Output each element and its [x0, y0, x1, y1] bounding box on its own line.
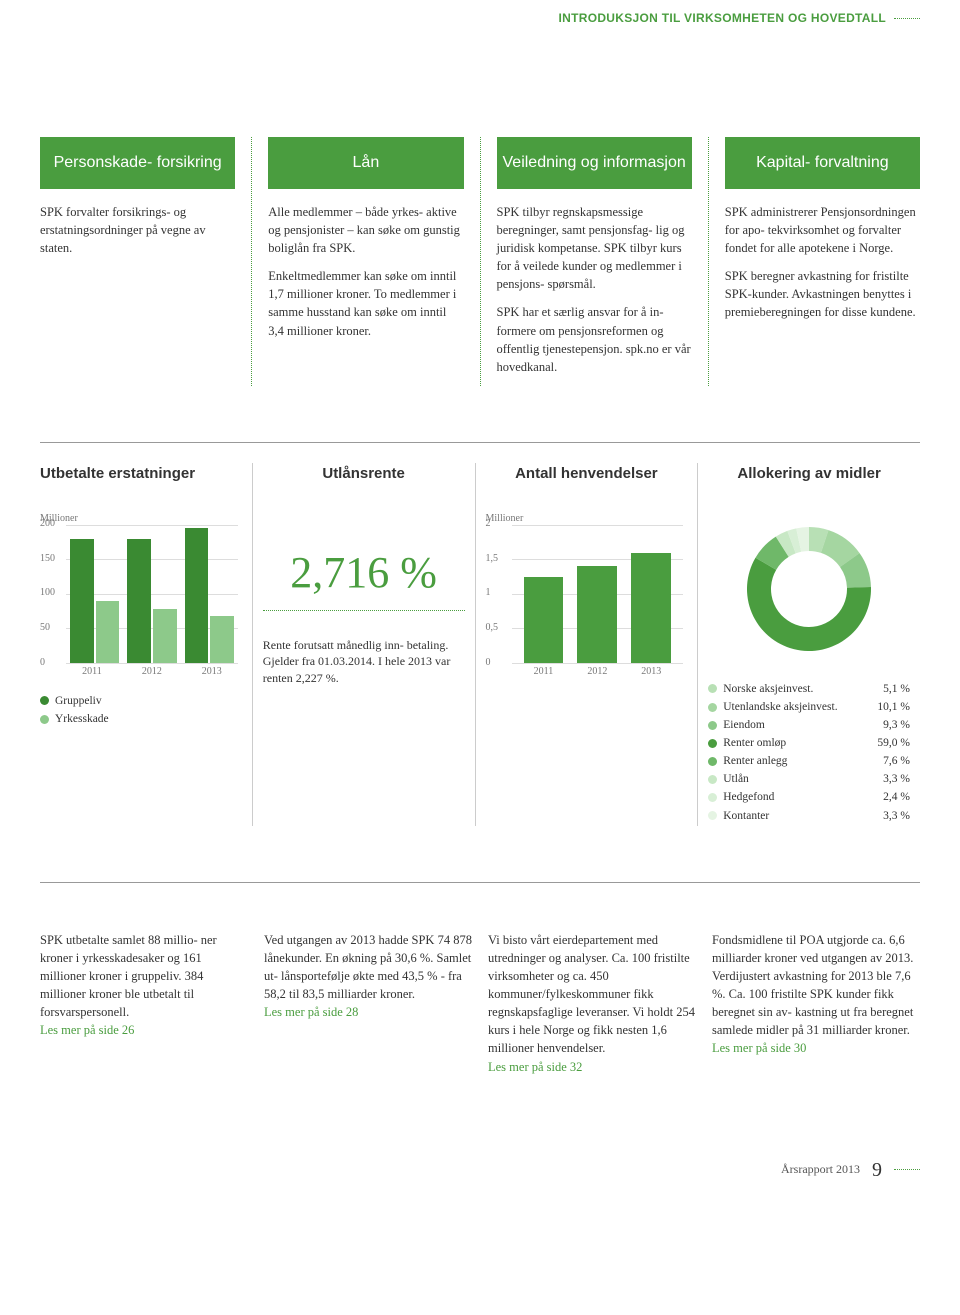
- divider-line: [40, 882, 920, 883]
- legend-4: Norske aksjeinvest.5,1 %Utenlandske aksj…: [708, 681, 910, 824]
- info-col-1: Personskade- forsikring SPK forvalter fo…: [40, 137, 235, 386]
- stat-col-4: Allokering av midler Norske aksjeinvest.…: [698, 463, 920, 826]
- section-title: INTRODUKSJON TIL VIRKSOMHETEN OG HOVEDTA…: [559, 10, 887, 27]
- big-number: 2,716 %: [263, 542, 465, 604]
- legend-1: GruppelivYrkesskade: [40, 693, 242, 727]
- bottom-col-3: Vi bisto vårt eierdepartement med utredn…: [488, 931, 696, 1076]
- footer-label: Årsrapport 2013: [781, 1161, 860, 1178]
- link-side-28[interactable]: Les mer på side 28: [264, 1005, 358, 1019]
- bottom-col-2: Ved utgangen av 2013 hadde SPK 74 878 lå…: [264, 931, 472, 1076]
- stat-title-3: Antall henvendelser: [486, 463, 688, 484]
- bottom-col-1: SPK utbetalte samlet 88 millio- ner kron…: [40, 931, 248, 1076]
- footer: Årsrapport 2013 9: [40, 1156, 920, 1184]
- chart-henvendelser: 00,511,52201120122013: [486, 524, 688, 679]
- link-side-30[interactable]: Les mer på side 30: [712, 1041, 806, 1055]
- bottom-col-4: Fondsmidlene til POA utgjorde ca. 6,6 mi…: [712, 931, 920, 1076]
- pill-veiledning: Veiledning og informasjon: [497, 137, 692, 189]
- divider-line: [40, 442, 920, 443]
- info-col-4: Kapital- forvaltning SPK administrerer P…: [725, 137, 920, 386]
- info-pills-row: Personskade- forsikring SPK forvalter fo…: [40, 137, 920, 386]
- stat-col-3: Antall henvendelser Millioner 00,511,522…: [476, 463, 699, 826]
- desc-2: Alle medlemmer – både yrkes- aktive og p…: [268, 203, 463, 350]
- bottom-text-row: SPK utbetalte samlet 88 millio- ner kron…: [40, 931, 920, 1076]
- desc-4: SPK administrerer Pensjonsordningen for …: [725, 203, 920, 332]
- dots-decoration: [894, 18, 920, 19]
- chart-utbetalte: 050100150200201120122013: [40, 524, 242, 679]
- header: INTRODUKSJON TIL VIRKSOMHETEN OG HOVEDTA…: [40, 10, 920, 27]
- info-col-3: Veiledning og informasjon SPK tilbyr reg…: [497, 137, 692, 386]
- link-side-26[interactable]: Les mer på side 26: [40, 1023, 134, 1037]
- stat-col-2: Utlånsrente 2,716 % Rente forutsatt måne…: [253, 463, 476, 826]
- link-side-32[interactable]: Les mer på side 32: [488, 1060, 582, 1074]
- stat-col-1: Utbetalte erstatninger Millioner 0501001…: [40, 463, 253, 826]
- pill-lan: Lån: [268, 137, 463, 189]
- stat-title-2: Utlånsrente: [263, 463, 465, 484]
- desc-3: SPK tilbyr regnskapsmessige beregninger,…: [497, 203, 692, 386]
- caption-2: Rente forutsatt månedlig inn- betaling. …: [263, 637, 465, 687]
- dots-decoration: [894, 1169, 920, 1170]
- footer-page: 9: [872, 1156, 882, 1184]
- divider-icon: [708, 137, 709, 386]
- divider-icon: [251, 137, 252, 386]
- stat-title-4: Allokering av midler: [708, 463, 910, 484]
- divider-icon: [480, 137, 481, 386]
- dots-decoration: [263, 610, 465, 611]
- pill-kapital: Kapital- forvaltning: [725, 137, 920, 189]
- stats-row: Utbetalte erstatninger Millioner 0501001…: [40, 463, 920, 826]
- pill-personskade: Personskade- forsikring: [40, 137, 235, 189]
- stat-title-1: Utbetalte erstatninger: [40, 463, 242, 484]
- desc-1: SPK forvalter forsikrings- og erstatning…: [40, 203, 235, 267]
- donut-chart: [708, 512, 910, 667]
- info-col-2: Lån Alle medlemmer – både yrkes- aktive …: [268, 137, 463, 386]
